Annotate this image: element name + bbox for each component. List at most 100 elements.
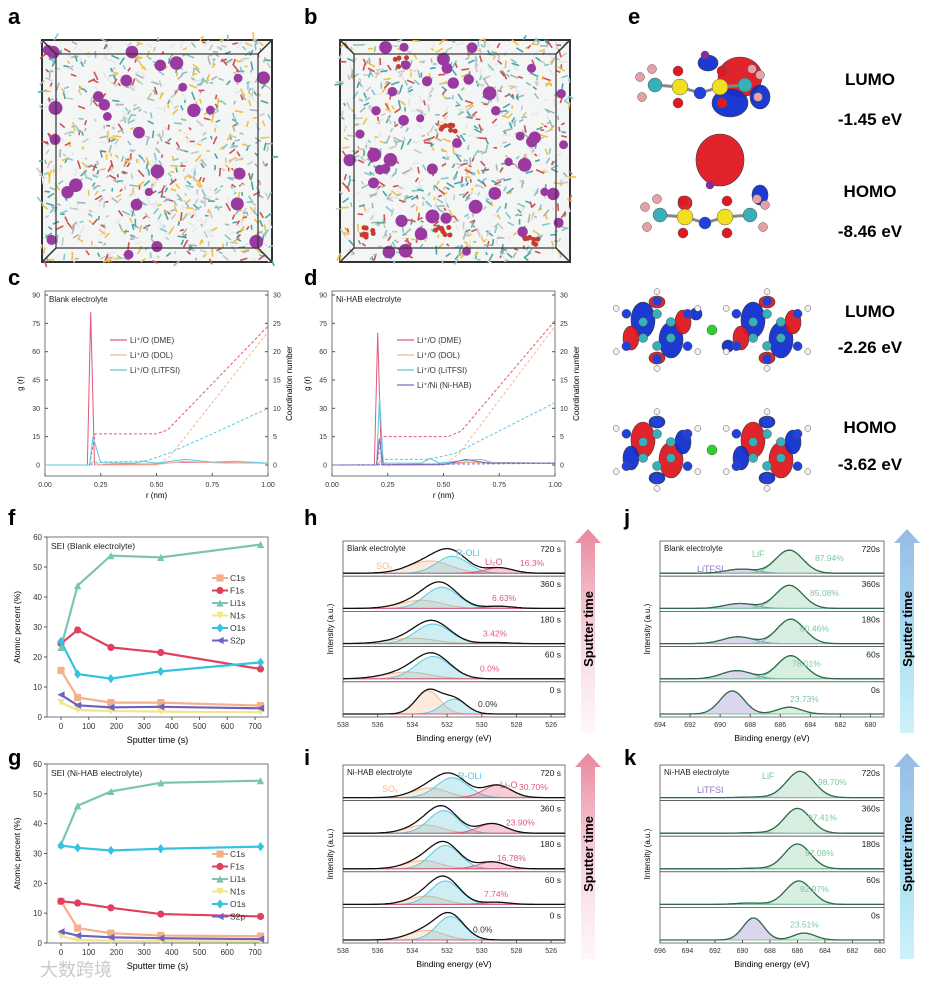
lithium-ion — [515, 131, 525, 141]
molecule-bond — [212, 136, 218, 145]
molecule-bond — [427, 104, 430, 112]
molecule-bond — [214, 94, 218, 100]
molecule-bond — [96, 160, 99, 165]
molecule-bond — [560, 52, 567, 58]
molecule-bond — [216, 247, 222, 252]
lithium-ion — [42, 44, 54, 56]
molecule-bond — [81, 161, 89, 168]
molecule-bond — [365, 86, 372, 92]
molecule-bond — [346, 101, 351, 110]
lithium-ion — [399, 42, 409, 52]
percent-label: 16.3% — [520, 558, 545, 568]
panel-label-f: f — [8, 505, 16, 530]
molecule-bond — [454, 62, 458, 68]
atom — [677, 227, 689, 239]
molecule-bond — [446, 182, 455, 189]
molecule-bond — [173, 200, 178, 207]
atom — [652, 207, 668, 223]
atom — [722, 348, 730, 355]
molecule-bond — [84, 156, 88, 161]
molecule-bond — [70, 221, 78, 229]
molecule-bond — [569, 95, 574, 100]
molecule-bond — [41, 176, 45, 185]
atom — [792, 429, 803, 439]
atom — [638, 333, 648, 343]
molecule-bond — [486, 240, 490, 248]
y-tick-label: 50 — [33, 563, 42, 572]
molecule-bond — [55, 234, 59, 244]
molecule-bond — [343, 173, 347, 181]
molecule-bond — [98, 197, 104, 203]
component-label: R-OLi — [456, 548, 480, 558]
molecule-bond — [115, 194, 122, 199]
molecule-bond — [459, 134, 466, 142]
atom — [666, 333, 676, 343]
molecule-bond — [543, 98, 549, 101]
molecule-bond — [364, 140, 370, 147]
molecule-bond — [356, 81, 360, 88]
atom — [804, 348, 812, 355]
chart-c: 0.00 0.25 0.50 0.75 1.0001530456075900510152… — [16, 290, 294, 500]
molecule-bond — [215, 205, 221, 211]
atom — [642, 222, 652, 232]
molecule-bond — [491, 118, 498, 124]
data-point-circle — [57, 897, 65, 905]
chart-d: 0.00 0.25 0.50 0.75 1.0001530456075900510152… — [303, 290, 581, 500]
molecule-bond — [159, 92, 164, 100]
sputter-time-label: Sputter time — [581, 591, 596, 667]
molecule-bond — [502, 130, 507, 135]
molecule-bond — [568, 194, 573, 202]
legend-label: S2p — [230, 636, 245, 646]
envelope-curve — [343, 875, 565, 906]
molecule-bond — [164, 65, 168, 70]
molecule-bond — [481, 151, 486, 155]
molecule-bond — [131, 224, 135, 231]
molecule-bond — [483, 79, 490, 87]
molecule-bond — [186, 136, 191, 145]
y-tick-label: 20 — [33, 879, 42, 888]
molecule-bond — [377, 245, 383, 248]
atom — [748, 317, 758, 327]
molecule-bond — [366, 61, 376, 68]
molecule-bond — [179, 228, 185, 232]
atom — [612, 305, 620, 312]
molecule-bond — [476, 169, 481, 175]
molecule-bond — [202, 78, 209, 85]
subpanel-frame — [659, 835, 885, 873]
atom — [640, 202, 650, 212]
molecule-bond — [58, 168, 63, 171]
molecule-bond — [423, 141, 433, 145]
molecule-bond — [234, 117, 239, 126]
molecule-bond — [382, 219, 386, 229]
atom — [652, 194, 662, 204]
lumo-ni-hab-molecule — [612, 288, 812, 372]
molecule-bond — [445, 252, 451, 258]
molecule-bond — [483, 238, 488, 243]
x-tick-label: 682 — [835, 722, 847, 729]
molecule-bond — [338, 190, 344, 195]
molecule-bond — [101, 150, 107, 153]
molecule-bond — [128, 192, 134, 197]
molecule-bond — [476, 82, 485, 87]
atom — [694, 305, 702, 312]
molecule-bond — [557, 65, 566, 72]
molecule-bond — [215, 119, 221, 123]
legend-label: Li⁺/O (DOL) — [130, 351, 173, 360]
y-tick-label: 10 — [33, 683, 42, 692]
molecule-bond — [44, 232, 53, 239]
orbital-type-label: HOMO — [844, 182, 897, 201]
atom — [672, 97, 684, 109]
md-snapshot-ni-hab — [334, 34, 576, 265]
molecule-bond — [194, 257, 198, 261]
molecule-bond — [464, 103, 474, 109]
atom — [731, 429, 742, 439]
molecule-bond — [246, 160, 254, 166]
lithium-ion — [206, 105, 215, 115]
molecule-bond — [542, 170, 547, 174]
molecule-bond — [186, 175, 192, 180]
panel-label-d: d — [304, 265, 317, 290]
molecule-bond — [453, 181, 462, 185]
molecule-bond — [453, 171, 459, 179]
molecule-bond — [411, 189, 420, 192]
percent-label: 97.08% — [805, 848, 834, 858]
